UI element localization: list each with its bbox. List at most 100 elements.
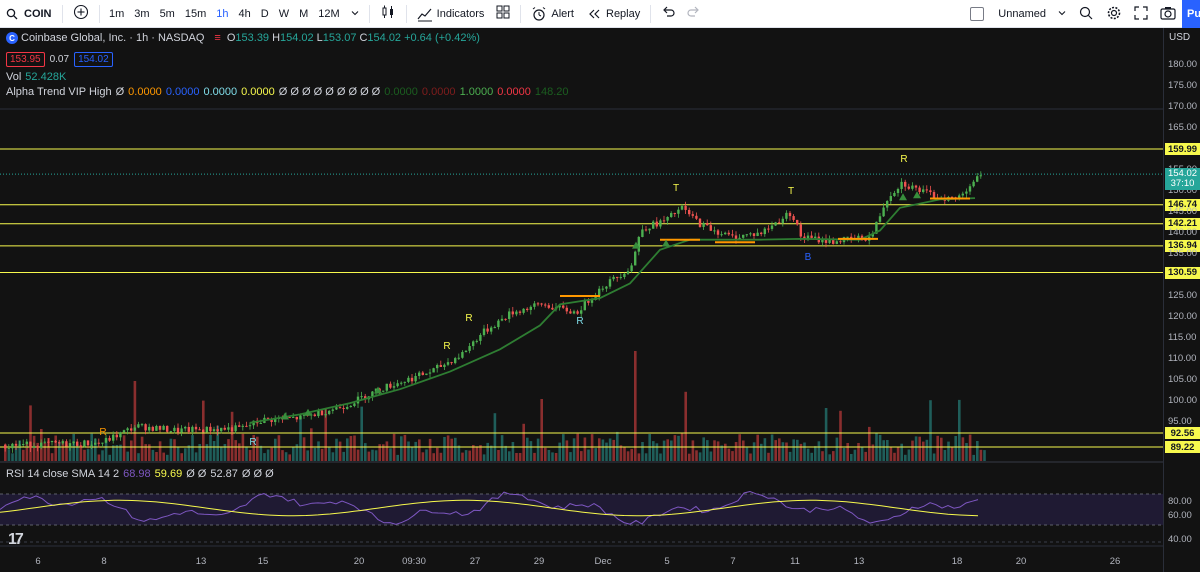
volume-bar bbox=[857, 443, 860, 461]
buy-button[interactable]: 154.02 bbox=[74, 52, 113, 67]
flag-icon[interactable]: ≡ bbox=[214, 32, 221, 44]
timeframe-3m[interactable]: 3m bbox=[134, 7, 150, 20]
candle bbox=[475, 340, 478, 342]
indicators-button[interactable]: Indicators bbox=[411, 0, 491, 28]
current-price-label[interactable]: 154.02 37:10 bbox=[1165, 168, 1200, 191]
candle bbox=[724, 232, 727, 235]
snapshot-button[interactable] bbox=[1154, 0, 1182, 28]
time-tick: 6 bbox=[35, 556, 41, 567]
candle bbox=[878, 216, 882, 222]
price-level-label[interactable]: 159.99 bbox=[1165, 143, 1200, 156]
candle bbox=[720, 234, 723, 236]
timeframe-W[interactable]: W bbox=[278, 7, 290, 20]
volume-bar bbox=[22, 449, 25, 461]
timeframe-12M[interactable]: 12M bbox=[318, 7, 340, 20]
candle bbox=[756, 232, 759, 237]
candle bbox=[598, 288, 601, 297]
timeframe-1m[interactable]: 1m bbox=[109, 7, 125, 20]
candle bbox=[565, 307, 568, 312]
low-label: L bbox=[316, 32, 323, 44]
volume-bar bbox=[594, 448, 597, 461]
divider bbox=[99, 4, 100, 23]
candle bbox=[137, 424, 140, 428]
price-tick: 180.00 bbox=[1168, 59, 1198, 70]
price-chart-canvas[interactable]: R R R R R T T B R bbox=[0, 28, 1163, 572]
time-tick: 15 bbox=[257, 556, 269, 567]
candle bbox=[464, 350, 468, 353]
quick-search-button[interactable] bbox=[1072, 0, 1100, 28]
candle bbox=[781, 218, 784, 224]
fullscreen-button[interactable] bbox=[1128, 0, 1154, 28]
candle bbox=[205, 426, 208, 433]
volume-bar bbox=[824, 408, 828, 461]
chart-area[interactable]: R R R R R T T B R C Coinbase Global, Inc. · 1h ·… bbox=[0, 28, 1200, 572]
candle bbox=[950, 196, 954, 198]
candle bbox=[68, 443, 72, 447]
symbol-title[interactable]: Coinbase Global, Inc. · 1h · NASDAQ bbox=[21, 32, 205, 44]
open-value: 153.39 bbox=[235, 32, 270, 44]
settings-button[interactable] bbox=[1100, 0, 1128, 28]
layout-checkbox[interactable] bbox=[970, 7, 985, 21]
layout-name[interactable]: Unnamed bbox=[998, 8, 1046, 20]
volume-label[interactable]: Vol bbox=[6, 71, 22, 83]
alert-button[interactable]: Alert bbox=[525, 0, 580, 28]
candle bbox=[850, 236, 853, 239]
undo-button[interactable] bbox=[655, 0, 681, 28]
change-value: +0.64 (+0.42%) bbox=[404, 32, 480, 44]
price-axis[interactable]: USD 159.99 146.74 142.21 136.94 130.59 92.56 8… bbox=[1163, 28, 1200, 572]
price-level-label[interactable]: 146.74 bbox=[1165, 198, 1200, 211]
price-level-label[interactable]: 136.94 bbox=[1165, 239, 1200, 252]
candle bbox=[443, 364, 446, 368]
divider bbox=[62, 4, 63, 23]
price-level-label[interactable]: 89.22 bbox=[1165, 441, 1200, 453]
volume-bar bbox=[767, 452, 770, 461]
volume-bar bbox=[976, 441, 979, 461]
timeframe-1h[interactable]: 1h bbox=[216, 7, 229, 20]
candle bbox=[385, 383, 388, 391]
candle bbox=[601, 288, 604, 290]
candle bbox=[230, 427, 234, 432]
publish-button[interactable]: Pu bbox=[1182, 0, 1200, 28]
candle bbox=[328, 410, 331, 415]
rsi-label[interactable]: RSI 14 close SMA 14 2 bbox=[6, 468, 120, 480]
volume-bar bbox=[889, 447, 893, 461]
layout-dropdown[interactable] bbox=[1052, 0, 1072, 28]
volume-bar bbox=[97, 454, 101, 461]
volume-bar bbox=[475, 446, 479, 461]
volume-bar bbox=[612, 439, 615, 461]
timeframe-4h[interactable]: 4h bbox=[238, 7, 251, 20]
add-symbol-button[interactable] bbox=[67, 0, 95, 28]
chart-type-button[interactable] bbox=[374, 0, 402, 28]
tradingview-logo: 17 bbox=[8, 531, 24, 548]
trade-buttons: 153.95 0.07 154.02 bbox=[6, 52, 113, 67]
volume-bar bbox=[979, 449, 983, 461]
timeframe-dropdown[interactable] bbox=[345, 0, 365, 28]
rsi-band bbox=[0, 494, 1163, 525]
timeframe-M[interactable]: M bbox=[299, 7, 309, 20]
sell-button[interactable]: 153.95 bbox=[6, 52, 45, 67]
timeframe-D[interactable]: D bbox=[260, 7, 269, 20]
redo-button[interactable] bbox=[681, 0, 707, 28]
candle bbox=[389, 383, 392, 388]
symbol-search[interactable]: COIN bbox=[0, 0, 58, 28]
volume-bar bbox=[785, 442, 788, 461]
currency-label[interactable]: USD bbox=[1169, 32, 1191, 43]
time-tick: 5 bbox=[664, 556, 670, 567]
candle bbox=[126, 428, 129, 431]
timeframe-15m[interactable]: 15m bbox=[184, 7, 207, 20]
candle bbox=[616, 276, 619, 278]
candle bbox=[806, 235, 810, 239]
volume-bar bbox=[18, 440, 21, 461]
templates-button[interactable] bbox=[490, 0, 516, 28]
price-level-label[interactable]: 92.56 bbox=[1165, 427, 1200, 439]
candle bbox=[572, 311, 576, 314]
alpha-trend-label[interactable]: Alpha Trend VIP High bbox=[6, 86, 112, 98]
volume-bar bbox=[677, 435, 680, 461]
candle bbox=[428, 372, 432, 374]
search-icon bbox=[4, 6, 20, 22]
price-level-label[interactable]: 142.21 bbox=[1165, 217, 1200, 230]
timeframe-5m[interactable]: 5m bbox=[159, 7, 175, 20]
replay-button[interactable]: Replay bbox=[580, 0, 646, 28]
price-level-label[interactable]: 130.59 bbox=[1165, 266, 1200, 279]
candle bbox=[338, 407, 342, 409]
